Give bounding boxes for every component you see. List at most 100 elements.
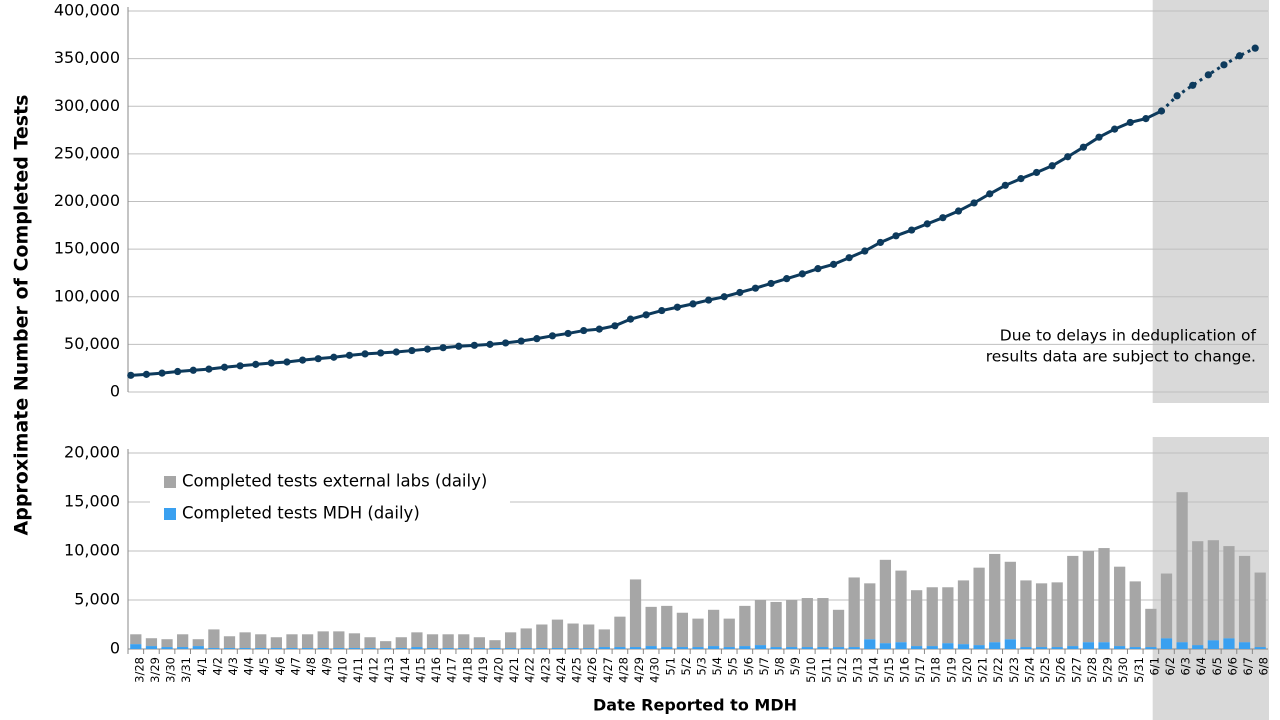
point bbox=[455, 342, 463, 350]
point bbox=[1189, 81, 1197, 89]
bar bbox=[145, 638, 158, 647]
point bbox=[298, 356, 307, 364]
bar bbox=[723, 647, 735, 649]
x-tick-label: 4/12 bbox=[367, 657, 381, 683]
bar bbox=[473, 637, 485, 649]
bar bbox=[411, 632, 423, 648]
point bbox=[767, 279, 775, 288]
bar bbox=[333, 648, 345, 649]
bar bbox=[661, 605, 673, 648]
x-tick-label: 6/2 bbox=[1163, 657, 1177, 676]
x-tick-label: 4/6 bbox=[273, 657, 287, 676]
point bbox=[423, 345, 432, 353]
y-tick-label: 0 bbox=[110, 382, 120, 401]
point bbox=[626, 315, 635, 323]
point bbox=[705, 296, 713, 304]
bar bbox=[911, 590, 923, 647]
x-tick-label: 5/10 bbox=[804, 657, 818, 683]
point bbox=[283, 358, 291, 366]
bar bbox=[504, 632, 517, 649]
point bbox=[1111, 125, 1119, 133]
x-tick-label: 5/20 bbox=[960, 657, 974, 683]
y-tick-label: 150,000 bbox=[54, 239, 120, 258]
x-tick-label: 5/7 bbox=[757, 657, 771, 676]
point bbox=[1048, 162, 1056, 170]
bar bbox=[1004, 639, 1016, 649]
x-tick-label: 6/6 bbox=[1225, 657, 1239, 676]
x-tick-label: 4/26 bbox=[585, 657, 599, 683]
y-tick-label: 300,000 bbox=[54, 96, 120, 115]
bar bbox=[879, 559, 892, 644]
x-tick-label: 4/4 bbox=[242, 657, 256, 676]
point bbox=[361, 350, 369, 358]
bar bbox=[1238, 642, 1251, 649]
y-axis-title: Approximate Number of Completed Tests bbox=[11, 95, 33, 536]
bar bbox=[723, 618, 735, 648]
x-tick-label: 5/24 bbox=[1022, 657, 1036, 683]
point bbox=[486, 340, 494, 348]
x-tick-label: 4/7 bbox=[288, 657, 302, 676]
x-tick-label: 5/8 bbox=[773, 657, 787, 676]
x-tick-label: 4/3 bbox=[226, 657, 240, 676]
x-tick-label: 4/2 bbox=[210, 657, 224, 676]
bar bbox=[676, 647, 689, 649]
bar bbox=[692, 618, 704, 648]
point bbox=[736, 288, 744, 297]
x-tick-label: 3/28 bbox=[132, 657, 146, 683]
bar bbox=[239, 648, 251, 649]
point bbox=[220, 363, 229, 371]
legend-label: Completed tests MDH (daily) bbox=[182, 504, 420, 523]
bar bbox=[1223, 638, 1235, 649]
point bbox=[642, 311, 650, 319]
bar bbox=[957, 580, 970, 645]
x-tick-label: 5/28 bbox=[1085, 657, 1099, 683]
x-tick-label: 4/16 bbox=[429, 657, 443, 683]
x-tick-label: 5/13 bbox=[851, 657, 865, 683]
bar bbox=[661, 647, 673, 649]
point bbox=[189, 366, 197, 374]
bar bbox=[911, 646, 923, 649]
bar bbox=[770, 601, 782, 648]
bar bbox=[161, 639, 173, 648]
bar bbox=[895, 570, 907, 643]
point bbox=[1001, 181, 1009, 189]
bar bbox=[1223, 546, 1235, 639]
x-tick-label: 4/23 bbox=[538, 657, 552, 683]
point bbox=[783, 275, 791, 283]
bar bbox=[208, 648, 220, 649]
point bbox=[267, 359, 275, 367]
x-tick-label: 4/22 bbox=[523, 657, 537, 683]
x-tick-label: 5/19 bbox=[944, 657, 958, 683]
point bbox=[502, 339, 510, 347]
bar bbox=[1020, 580, 1032, 648]
x-tick-label: 4/28 bbox=[616, 657, 630, 683]
x-tick-label: 5/26 bbox=[1054, 657, 1068, 683]
bar bbox=[817, 647, 829, 649]
x-tick-label: 5/12 bbox=[835, 657, 849, 683]
bar bbox=[1129, 581, 1141, 648]
bar bbox=[1176, 642, 1188, 649]
bar bbox=[1254, 572, 1266, 648]
point bbox=[1064, 153, 1072, 161]
legend-box bbox=[150, 463, 510, 531]
bar bbox=[1207, 640, 1219, 649]
bar bbox=[598, 647, 610, 649]
point bbox=[517, 337, 525, 345]
bar bbox=[739, 646, 751, 649]
y-tick-label: 350,000 bbox=[54, 48, 120, 67]
bar bbox=[536, 648, 548, 649]
x-tick-label: 4/9 bbox=[320, 657, 334, 676]
bar bbox=[848, 577, 860, 648]
x-tick-label: 4/5 bbox=[257, 657, 271, 676]
x-tick-label: 6/7 bbox=[1241, 657, 1255, 676]
x-tick-label: 4/27 bbox=[601, 657, 615, 683]
bar bbox=[223, 648, 236, 649]
x-tick-label: 4/18 bbox=[460, 657, 474, 683]
bar bbox=[333, 631, 345, 649]
legend-label: Completed tests external labs (daily) bbox=[182, 472, 487, 491]
bar bbox=[458, 634, 470, 649]
bar bbox=[598, 629, 610, 648]
bar bbox=[317, 648, 329, 649]
bar bbox=[551, 648, 564, 649]
bar bbox=[786, 600, 798, 648]
